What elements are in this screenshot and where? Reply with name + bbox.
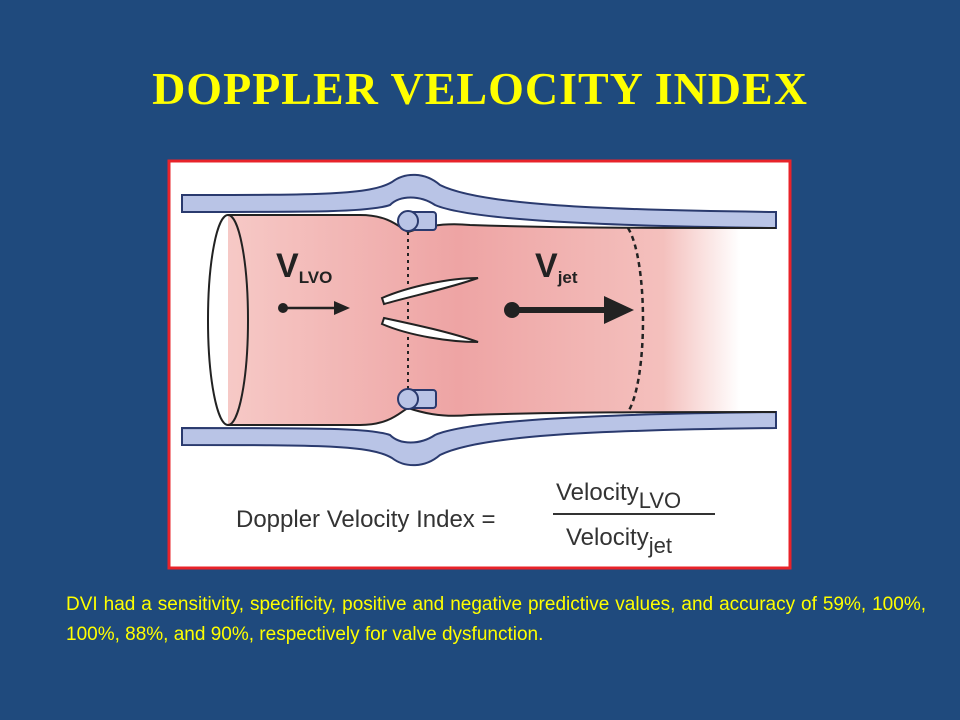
valve-ring — [397, 388, 419, 410]
label-subscript: LVO — [299, 268, 333, 287]
arrow-head — [604, 296, 634, 324]
label-symbol: V — [276, 247, 299, 285]
jet-label: Vjet — [535, 247, 578, 287]
numerator-subscript: LVO — [639, 488, 681, 513]
inflow-ellipse — [207, 214, 249, 426]
inflow-label: VLVO — [276, 247, 332, 287]
inner-wall — [228, 406, 777, 426]
formula-lhs: Doppler Velocity Index = — [236, 506, 496, 533]
label-subscript: jet — [557, 268, 578, 287]
inner-wall — [228, 214, 777, 234]
denominator-subscript: jet — [648, 533, 672, 558]
lumen — [228, 215, 740, 425]
leaflet — [380, 277, 479, 306]
jet-ellipse — [626, 227, 645, 413]
label-symbol: V — [535, 247, 558, 285]
leaflet — [380, 316, 479, 343]
body-paragraph: DVI had a sensitivity, specificity, posi… — [66, 594, 926, 645]
arrow-head — [334, 301, 350, 315]
valve-ring — [397, 210, 419, 232]
denominator-text: Velocity — [566, 524, 649, 551]
slide-title: DOPPLER VELOCITY INDEX — [152, 63, 808, 114]
formula-numerator: VelocityLVO — [556, 479, 681, 513]
numerator-text: Velocity — [556, 479, 639, 506]
formula-denominator: Velocityjet — [566, 524, 672, 558]
